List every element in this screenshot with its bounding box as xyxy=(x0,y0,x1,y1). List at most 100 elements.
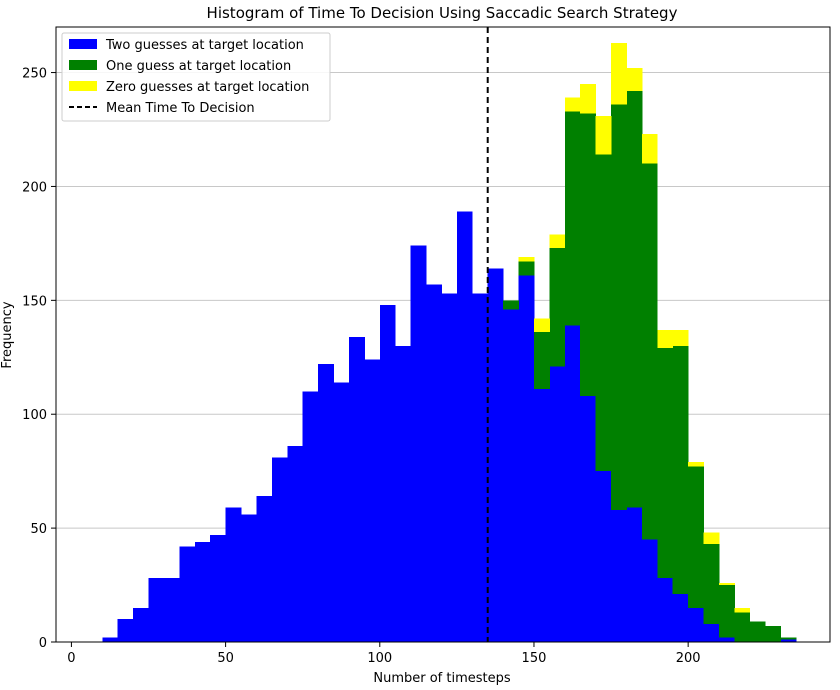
y-tick-label-250: 250 xyxy=(22,67,47,82)
bar-two-guesses-90 xyxy=(348,336,365,642)
bar-one-guess-185 xyxy=(641,163,658,540)
bar-zero-guesses-200 xyxy=(688,462,704,467)
bar-two-guesses-120 xyxy=(441,293,458,642)
bar-two-guesses-180 xyxy=(626,507,643,642)
bar-two-guesses-140 xyxy=(503,300,519,642)
bars xyxy=(102,42,797,642)
y-tick-label-50: 50 xyxy=(30,522,47,537)
bar-zero-guesses-175 xyxy=(611,42,627,105)
bar-two-guesses-210 xyxy=(718,637,735,642)
bar-two-guesses-35 xyxy=(179,546,196,642)
plot-frame xyxy=(55,26,831,643)
x-axis-ticks: 0 50 100 150 200 xyxy=(67,642,701,666)
x-tick-label-50: 50 xyxy=(217,651,234,666)
bar-two-guesses-115 xyxy=(426,284,442,642)
bar-one-guess-215 xyxy=(734,612,751,642)
bar-zero-guesses-210 xyxy=(718,582,735,586)
bar-two-guesses-195 xyxy=(672,594,689,642)
x-tick-label-100: 100 xyxy=(367,651,392,666)
legend-label-mean: Mean Time To Decision xyxy=(106,101,255,116)
bar-zero-guesses-145 xyxy=(518,257,535,262)
bar-one-guess-195 xyxy=(672,345,689,595)
bar-two-guesses-20 xyxy=(133,607,149,642)
bar-one-guess-145 xyxy=(518,261,535,276)
x-axis-label: Number of timesteps xyxy=(373,671,511,686)
bar-two-guesses-60 xyxy=(256,496,273,642)
bar-two-guesses-10 xyxy=(102,637,119,642)
bar-two-guesses-230 xyxy=(780,639,797,642)
y-axis-ticks: 0 50 100 150 200 250 xyxy=(22,67,56,651)
bar-two-guesses-75 xyxy=(302,391,319,642)
bar-zero-guesses-180 xyxy=(626,68,643,91)
bar-zero-guesses-190 xyxy=(657,329,674,349)
bar-two-guesses-70 xyxy=(287,446,304,642)
bar-two-guesses-165 xyxy=(580,396,597,642)
bar-two-guesses-80 xyxy=(318,364,334,642)
y-tick-label-200: 200 xyxy=(22,180,47,195)
bar-two-guesses-200 xyxy=(688,607,704,642)
bar-two-guesses-130 xyxy=(472,293,489,642)
bar-one-guess-150 xyxy=(533,332,550,390)
bar-two-guesses-65 xyxy=(271,457,288,642)
bar-two-guesses-15 xyxy=(117,619,134,642)
bar-zero-guesses-165 xyxy=(580,83,597,114)
bar-zero-guesses-150 xyxy=(533,318,550,333)
bar-one-guess-220 xyxy=(749,621,766,642)
bar-two-guesses-170 xyxy=(595,471,612,642)
bar-two-guesses-110 xyxy=(410,245,427,642)
bar-two-guesses-135 xyxy=(487,268,504,642)
bar-two-guesses-125 xyxy=(456,211,473,642)
legend-swatch-yellow xyxy=(69,81,97,91)
bar-two-guesses-190 xyxy=(657,578,674,642)
bar-one-guess-160 xyxy=(564,111,581,326)
bar-zero-guesses-170 xyxy=(595,115,612,155)
bar-one-guess-225 xyxy=(765,626,782,642)
y-tick-label-100: 100 xyxy=(22,408,47,423)
bar-two-guesses-30 xyxy=(163,578,180,642)
bar-two-guesses-175 xyxy=(611,509,627,642)
bar-one-guess-175 xyxy=(611,104,627,510)
bar-two-guesses-40 xyxy=(194,541,211,642)
bar-zero-guesses-155 xyxy=(549,234,566,248)
bar-zero-guesses-195 xyxy=(672,329,689,346)
bar-one-guess-155 xyxy=(549,247,566,367)
bar-two-guesses-95 xyxy=(364,359,381,642)
legend-label-two-guesses: Two guesses at target location xyxy=(105,38,304,53)
y-tick-label-0: 0 xyxy=(39,636,47,651)
x-tick-label-0: 0 xyxy=(67,651,75,666)
legend-label-one-guess: One guess at target location xyxy=(106,59,291,74)
bar-one-guess-190 xyxy=(657,348,674,579)
bar-two-guesses-85 xyxy=(333,382,350,642)
legend-swatch-blue xyxy=(69,39,97,49)
bar-two-guesses-150 xyxy=(533,389,550,642)
legend-box xyxy=(61,32,331,122)
bar-zero-guesses-160 xyxy=(564,97,581,112)
legend-swatch-green xyxy=(69,60,97,70)
y-tick-label-150: 150 xyxy=(22,294,47,309)
bar-one-guess-165 xyxy=(580,113,597,397)
x-tick-label-150: 150 xyxy=(522,651,547,666)
bar-one-guess-170 xyxy=(595,154,612,472)
bar-two-guesses-185 xyxy=(641,539,658,642)
bar-one-guess-180 xyxy=(626,90,643,508)
legend: Two guesses at target location One guess… xyxy=(61,32,331,122)
bar-two-guesses-45 xyxy=(210,534,227,642)
bar-two-guesses-145 xyxy=(518,275,535,642)
bar-one-guess-205 xyxy=(703,544,720,624)
bar-two-guesses-105 xyxy=(395,345,412,642)
bar-zero-guesses-205 xyxy=(703,532,720,545)
bar-zero-guesses-185 xyxy=(641,134,658,164)
bar-two-guesses-50 xyxy=(225,507,242,642)
bar-two-guesses-55 xyxy=(241,514,257,642)
y-axis-label: Frequency xyxy=(0,301,15,368)
bar-one-guess-210 xyxy=(718,585,735,638)
chart-title: Histogram of Time To Decision Using Sacc… xyxy=(207,4,678,22)
bar-two-guesses-155 xyxy=(549,366,566,642)
bar-two-guesses-205 xyxy=(703,623,720,642)
bar-one-guess-140 xyxy=(503,300,519,310)
bar-two-guesses-100 xyxy=(379,304,396,642)
bar-two-guesses-160 xyxy=(564,325,581,642)
legend-label-zero-guesses: Zero guesses at target location xyxy=(106,80,309,95)
bar-zero-guesses-215 xyxy=(734,607,751,613)
